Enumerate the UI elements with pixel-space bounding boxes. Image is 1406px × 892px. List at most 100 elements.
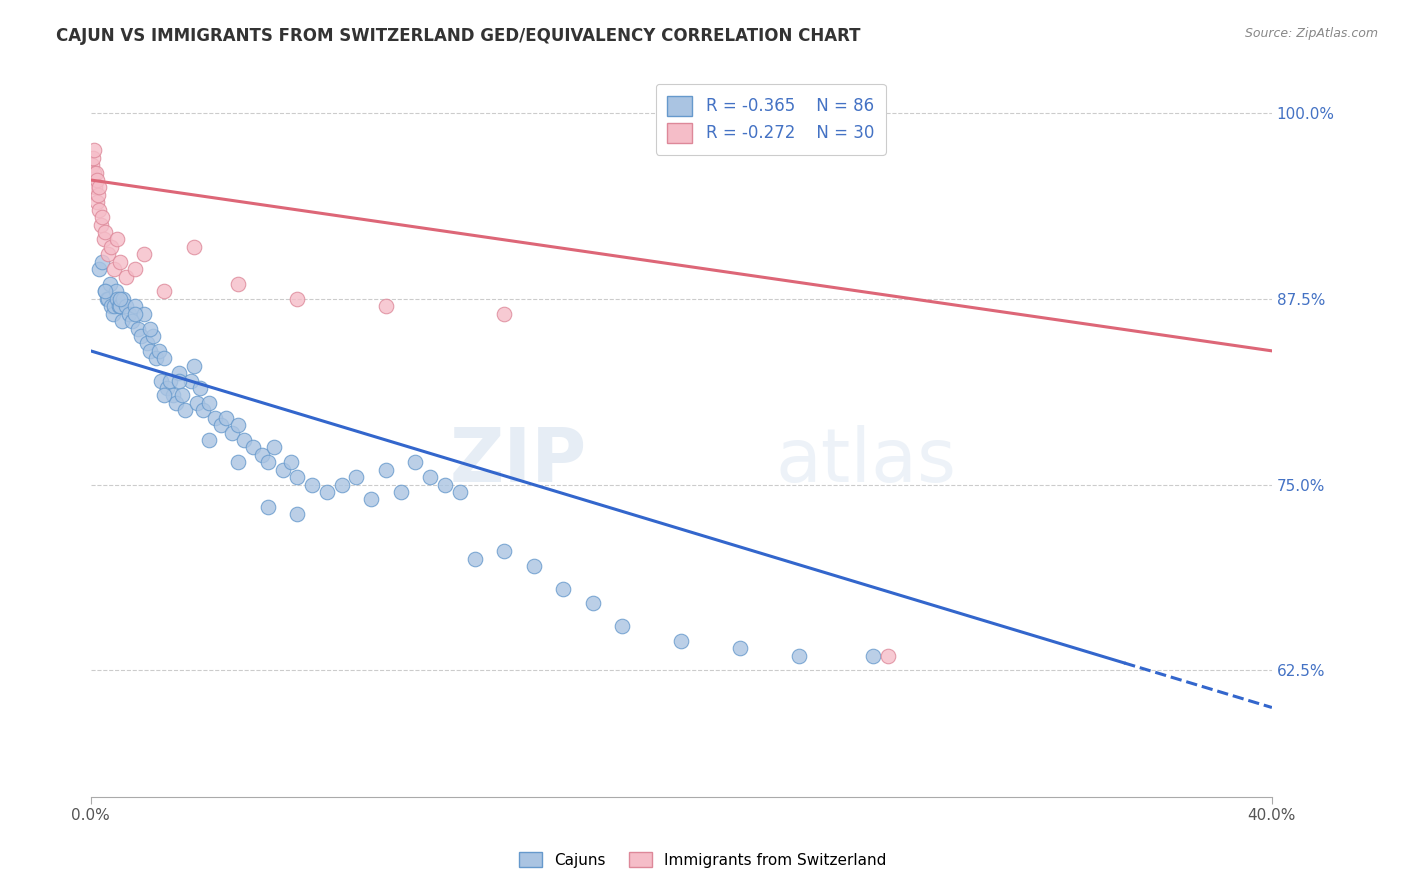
- Point: [188, 381, 211, 395]
- Point: [129, 329, 152, 343]
- Point: [145, 351, 167, 366]
- Point: [132, 307, 155, 321]
- Point: [118, 307, 141, 321]
- Point: [108, 292, 131, 306]
- Point: [96, 292, 118, 306]
- Point: [330, 477, 353, 491]
- Point: [156, 381, 179, 395]
- Point: [138, 321, 160, 335]
- Point: [271, 463, 294, 477]
- Point: [91, 254, 114, 268]
- Point: [374, 299, 396, 313]
- Point: [87, 180, 110, 194]
- Point: [87, 187, 110, 202]
- Point: [115, 269, 138, 284]
- Point: [553, 582, 575, 596]
- Point: [280, 455, 302, 469]
- Point: [172, 388, 194, 402]
- Point: [612, 619, 634, 633]
- Point: [419, 470, 441, 484]
- Point: [165, 396, 187, 410]
- Point: [730, 641, 752, 656]
- Point: [82, 151, 104, 165]
- Point: [191, 403, 214, 417]
- Point: [135, 336, 157, 351]
- Point: [124, 307, 146, 321]
- Point: [877, 648, 900, 663]
- Point: [523, 559, 546, 574]
- Text: ZIP: ZIP: [450, 425, 586, 499]
- Point: [100, 240, 122, 254]
- Point: [301, 477, 323, 491]
- Point: [105, 292, 128, 306]
- Point: [285, 470, 308, 484]
- Text: CAJUN VS IMMIGRANTS FROM SWITZERLAND GED/EQUIVALENCY CORRELATION CHART: CAJUN VS IMMIGRANTS FROM SWITZERLAND GED…: [56, 27, 860, 45]
- Point: [105, 232, 128, 246]
- Point: [103, 299, 125, 313]
- Point: [344, 470, 367, 484]
- Legend: R = -0.365    N = 86, R = -0.272    N = 30: R = -0.365 N = 86, R = -0.272 N = 30: [655, 84, 886, 155]
- Point: [124, 299, 146, 313]
- Point: [159, 374, 181, 388]
- Point: [83, 165, 105, 179]
- Point: [103, 262, 125, 277]
- Point: [153, 351, 176, 366]
- Point: [434, 477, 457, 491]
- Legend: Cajuns, Immigrants from Switzerland: Cajuns, Immigrants from Switzerland: [512, 844, 894, 875]
- Point: [174, 403, 197, 417]
- Point: [97, 247, 120, 261]
- Point: [148, 343, 170, 358]
- Point: [256, 455, 278, 469]
- Point: [204, 410, 226, 425]
- Point: [226, 455, 249, 469]
- Point: [86, 195, 108, 210]
- Point: [197, 433, 219, 447]
- Point: [107, 299, 129, 313]
- Point: [404, 455, 426, 469]
- Point: [94, 285, 117, 299]
- Point: [582, 597, 605, 611]
- Point: [449, 485, 471, 500]
- Point: [789, 648, 811, 663]
- Point: [360, 492, 382, 507]
- Point: [83, 143, 105, 157]
- Point: [197, 396, 219, 410]
- Point: [221, 425, 243, 440]
- Point: [167, 374, 190, 388]
- Point: [671, 633, 693, 648]
- Point: [494, 544, 516, 558]
- Point: [285, 292, 308, 306]
- Point: [150, 374, 173, 388]
- Text: atlas: atlas: [776, 425, 956, 499]
- Point: [233, 433, 256, 447]
- Point: [98, 277, 121, 291]
- Point: [100, 299, 122, 313]
- Point: [91, 210, 114, 224]
- Point: [127, 321, 149, 335]
- Point: [104, 285, 127, 299]
- Text: Source: ZipAtlas.com: Source: ZipAtlas.com: [1244, 27, 1378, 40]
- Point: [97, 292, 120, 306]
- Point: [183, 240, 205, 254]
- Point: [80, 158, 103, 172]
- Point: [84, 165, 107, 179]
- Point: [84, 180, 107, 194]
- Point: [89, 262, 111, 277]
- Point: [374, 463, 396, 477]
- Point: [101, 307, 124, 321]
- Point: [93, 232, 115, 246]
- Point: [250, 448, 273, 462]
- Point: [226, 277, 249, 291]
- Point: [242, 441, 264, 455]
- Point: [389, 485, 412, 500]
- Point: [94, 285, 117, 299]
- Point: [263, 441, 285, 455]
- Point: [89, 202, 111, 217]
- Point: [112, 292, 135, 306]
- Point: [494, 307, 516, 321]
- Point: [186, 396, 208, 410]
- Point: [183, 359, 205, 373]
- Point: [132, 247, 155, 261]
- Point: [180, 374, 202, 388]
- Point: [86, 173, 108, 187]
